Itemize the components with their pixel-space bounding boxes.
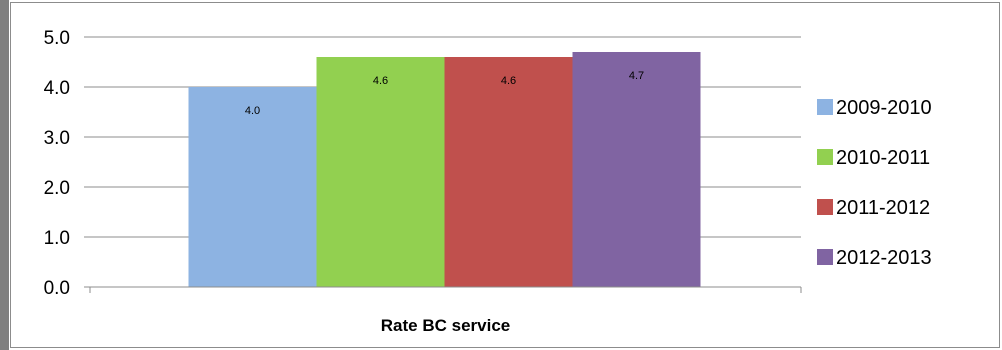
bar-2012-2013 (572, 52, 701, 287)
legend-entry: 2011-2012 (836, 197, 930, 219)
data-label: 4.0 (245, 105, 260, 117)
y-tick-label: 4.0 (44, 78, 70, 99)
y-tick-label: 0.0 (44, 278, 70, 299)
bar-2011-2012 (444, 57, 573, 287)
data-label: 4.6 (501, 75, 516, 87)
bars: 4.0 4.6 4.6 4.7 (188, 52, 701, 287)
y-tick-label: 5.0 (44, 28, 70, 49)
left-edge-strip (0, 0, 9, 350)
legend-entry: 2009-2010 (836, 97, 932, 119)
legend-swatch (817, 99, 833, 115)
bar-2010-2011 (316, 57, 445, 287)
y-tick-label: 2.0 (44, 178, 70, 199)
y-tick-label: 1.0 (44, 228, 70, 249)
category-label: Rate BC service (381, 316, 510, 335)
data-label: 4.7 (629, 70, 644, 82)
legend-swatch (817, 249, 833, 265)
y-axis-tick-labels: 0.0 1.0 2.0 3.0 4.0 5.0 (44, 28, 70, 299)
y-tick-label: 3.0 (44, 128, 70, 149)
legend-swatch (817, 149, 833, 165)
legend-entry: 2012-2013 (836, 247, 932, 269)
bar-2009-2010 (188, 87, 317, 287)
legend-entry: 2010-2011 (836, 147, 930, 169)
legend: 2009-2010 2010-2011 2011-2012 2012-2013 (817, 97, 932, 269)
data-label: 4.6 (373, 75, 388, 87)
legend-swatch (817, 199, 833, 215)
